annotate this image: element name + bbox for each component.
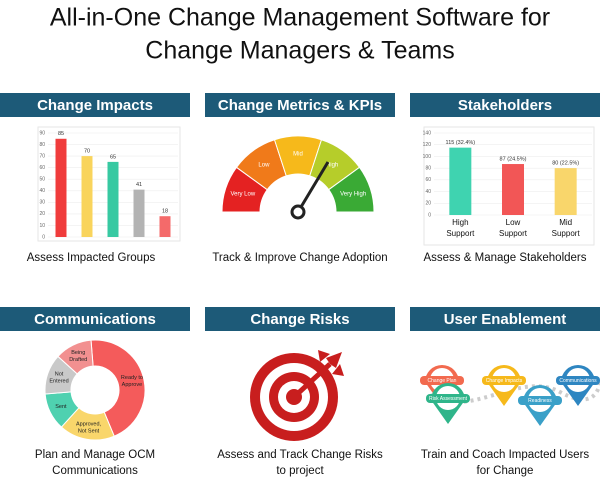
y-tick-label: 80 [425, 165, 431, 171]
bar [449, 147, 472, 215]
y-tick-label: 20 [425, 201, 431, 207]
bar [554, 168, 577, 215]
page-title: Change Managers & Teams [145, 37, 454, 65]
bar [133, 189, 145, 237]
value-label: 41 [136, 182, 142, 188]
gauge-segment [328, 166, 375, 213]
panel-header [205, 93, 395, 117]
pin-label-bg [518, 396, 562, 405]
gauge-hub [290, 204, 306, 220]
y-tick-label: 80 [39, 142, 45, 148]
y-tick-label: 120 [423, 142, 432, 148]
panel-header [410, 93, 600, 117]
y-tick-label: 30 [39, 200, 45, 206]
value-label: 115 (32.4%) [446, 140, 476, 146]
slice-label: Entered [49, 379, 68, 385]
slice-label: Approve [122, 382, 143, 388]
pin-label-bg [420, 376, 464, 385]
bar [81, 156, 93, 237]
x-tick-label: Support [552, 229, 581, 238]
panel-title: Communications [34, 311, 156, 328]
pin-label: Change Impacts [486, 378, 523, 384]
slice-label: Approved, [76, 421, 102, 427]
panel-title: Change Impacts [37, 97, 153, 114]
pin-label: Change Plan [428, 378, 457, 384]
gauge-label: High [326, 163, 338, 169]
y-tick-label: 50 [39, 177, 45, 183]
pin-label-bg [556, 376, 600, 385]
gauge-label: Low [258, 163, 270, 169]
panel-header [0, 93, 190, 117]
y-tick-label: 40 [425, 189, 431, 195]
value-label: 87 (24.5%) [500, 156, 527, 162]
panel-header [0, 307, 190, 331]
slice-label: Not [55, 372, 64, 378]
gauge-needle [296, 161, 330, 213]
panel-caption: Assess and Track Change Risks [217, 449, 383, 461]
pin-label-bg [426, 394, 470, 403]
panel-caption: for Change [477, 465, 534, 477]
y-tick-label: 60 [425, 177, 431, 183]
pin-path [428, 379, 600, 405]
slice-label: Drafted [69, 357, 87, 363]
value-label: 18 [162, 209, 168, 215]
slice-label: Ready to [121, 375, 143, 381]
gauge-label: Very Low [230, 192, 255, 198]
y-tick-label: 140 [423, 130, 432, 136]
gauge-label: Mid [293, 152, 303, 158]
y-tick-label: 90 [39, 130, 45, 136]
target-icon [250, 350, 344, 441]
bar [55, 138, 67, 237]
panel-title: User Enablement [444, 311, 567, 328]
slice-label: Sent [55, 404, 67, 410]
panel-caption: Track & Improve Change Adoption [212, 252, 387, 264]
panel-caption: Assess & Manage Stakeholders [423, 252, 586, 264]
panel-header [410, 307, 600, 331]
pin-label: Risk Assessment [429, 396, 468, 402]
gauge-label: Very High [340, 192, 366, 198]
x-tick-label: Low [506, 218, 521, 227]
slice-label: Not Sent [78, 428, 100, 434]
bar [502, 164, 524, 215]
bar [107, 161, 119, 237]
x-tick-label: High [452, 218, 468, 227]
y-tick-label: 60 [39, 165, 45, 171]
panel-header [205, 307, 395, 331]
y-tick-label: 70 [39, 153, 45, 159]
pin-label-bg [482, 376, 526, 385]
value-label: 70 [84, 149, 90, 155]
value-label: 65 [110, 154, 116, 160]
y-tick-label: 40 [39, 188, 45, 194]
donut-slice [57, 339, 94, 375]
panel-caption: to project [276, 465, 324, 477]
value-label: 85 [58, 131, 64, 137]
bar [159, 216, 171, 237]
x-tick-label: Support [499, 229, 528, 238]
panel-caption: Assess Impacted Groups [27, 252, 156, 264]
pin-label: Communications [559, 378, 597, 384]
panel-caption: Train and Coach Impacted Users [421, 449, 590, 461]
y-tick-label: 0 [42, 234, 45, 240]
y-tick-label: 20 [39, 211, 45, 217]
value-label: 80 (22.5%) [552, 161, 579, 167]
pin-label: Readiness [528, 398, 552, 404]
y-tick-label: 10 [39, 223, 45, 229]
x-tick-label: Mid [559, 218, 572, 227]
panel-title: Change Risks [250, 311, 349, 328]
y-tick-label: 100 [423, 154, 432, 160]
y-tick-label: 0 [428, 212, 431, 218]
panel-caption: Communications [52, 465, 138, 477]
page-title: All-in-One Change Management Software fo… [50, 4, 550, 32]
panel-title: Stakeholders [458, 97, 552, 114]
panel-caption: Plan and Manage OCM [35, 449, 155, 461]
x-tick-label: Support [446, 229, 475, 238]
panel-title: Change Metrics & KPIs [218, 97, 382, 114]
slice-label: Being [71, 350, 85, 356]
